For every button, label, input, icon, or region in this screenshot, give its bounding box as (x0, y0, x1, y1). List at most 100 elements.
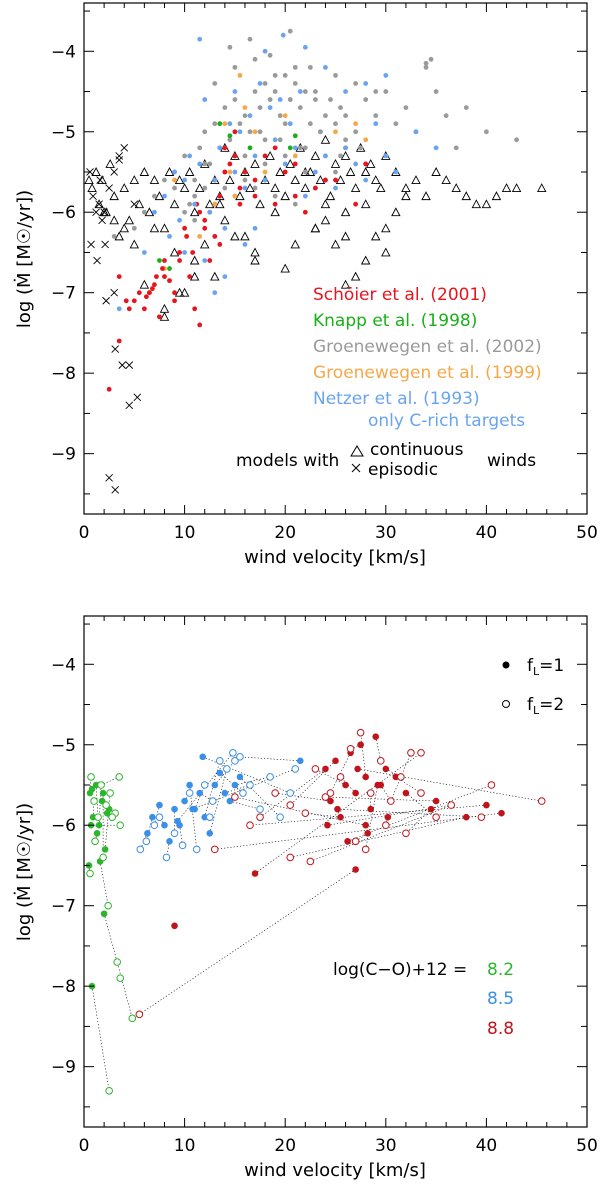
point-groenewegen-et-al-2002 (403, 105, 409, 111)
point-fl2-8-5 (239, 789, 247, 797)
point-groenewegen-et-al-2002 (192, 217, 198, 223)
point-groenewegen-et-al-2002 (237, 121, 243, 127)
point-groenewegen-et-al-2002 (292, 81, 298, 86)
point-groenewegen-et-al-2002 (192, 193, 198, 199)
point-model-continuous (481, 199, 492, 209)
point-knapp-et-al-1998 (217, 121, 223, 127)
point-model-continuous (310, 223, 321, 233)
connector-line-8-5 (194, 784, 205, 810)
point-groenewegen-et-al-2002 (358, 145, 364, 151)
point-model-continuous (189, 255, 200, 265)
point-sch-ier-et-al-2001 (312, 185, 318, 191)
point-model-continuous (501, 183, 512, 193)
point-fl2-8-8 (311, 765, 320, 773)
point-model-continuous (280, 263, 290, 273)
point-model-episodic (118, 361, 127, 369)
point-fl1-8-8 (367, 805, 375, 813)
point-groenewegen-et-al-2002 (277, 137, 283, 143)
point-model-continuous (255, 199, 265, 209)
top-panel-x-tick-label: 20 (274, 523, 296, 543)
bottom-panel-y-axis-label: log (Ṁ [M☉/yr]) (14, 803, 35, 941)
point-model-continuous (381, 247, 391, 257)
point-fl1-8-5 (221, 789, 229, 797)
point-fl2-8-5 (229, 749, 237, 757)
point-netzer-et-al-1993 (212, 290, 218, 296)
point-groenewegen-et-al-2002 (277, 113, 283, 119)
point-fl1-8-8 (352, 789, 359, 797)
point-fl1-8-8 (357, 741, 364, 749)
point-sch-ier-et-al-2001 (141, 306, 147, 312)
connector-line-8-5 (209, 768, 228, 834)
point-netzer-et-al-1993 (232, 89, 238, 94)
point-groenewegen-et-al-2002 (212, 81, 218, 86)
point-fl2-8-2 (116, 974, 125, 982)
point-model-continuous (310, 150, 321, 160)
point-fl1-8-8 (362, 773, 369, 781)
connector-line-8-5 (192, 768, 296, 810)
point-fl2-8-2 (116, 821, 125, 830)
connector-line-8-8 (330, 752, 351, 794)
point-fl1-8-5 (181, 797, 188, 805)
point-fl2-8-8 (286, 801, 295, 809)
point-model-episodic (105, 184, 113, 192)
point-model-episodic (110, 168, 118, 176)
point-model-continuous (370, 231, 381, 241)
top-panel-y-tick-label: −6 (51, 203, 76, 223)
point-groenewegen-et-al-2002 (232, 64, 238, 70)
point-sch-ier-et-al-2001 (282, 169, 288, 175)
point-netzer-et-al-1993 (383, 73, 389, 78)
point-groenewegen-et-al-2002 (302, 145, 308, 151)
point-model-episodic (110, 288, 118, 297)
point-model-continuous (215, 199, 225, 209)
bottom-panel-y-tick-label: −5 (51, 736, 76, 756)
point-netzer-et-al-1993 (433, 145, 439, 151)
point-fl2-8-8 (321, 793, 330, 801)
point-fl2-8-5 (286, 789, 295, 797)
point-netzer-et-al-1993 (177, 217, 182, 223)
point-groenewegen-et-al-2002 (192, 177, 198, 183)
point-knapp-et-al-1998 (157, 258, 162, 263)
point-groenewegen-et-al-1999 (227, 169, 233, 175)
point-sch-ier-et-al-2001 (207, 258, 213, 263)
point-sch-ier-et-al-2001 (162, 274, 167, 280)
point-groenewegen-et-al-1999 (252, 129, 258, 135)
point-model-continuous (154, 191, 165, 201)
point-netzer-et-al-1993 (413, 129, 419, 135)
point-model-continuous (401, 191, 411, 201)
point-sch-ier-et-al-2001 (177, 250, 182, 255)
point-sch-ier-et-al-2001 (160, 266, 165, 271)
point-fl1-8-8 (352, 866, 359, 873)
point-sch-ier-et-al-2001 (227, 161, 233, 167)
point-knapp-et-al-1998 (292, 133, 298, 139)
point-sch-ier-et-al-2001 (187, 274, 193, 280)
point-sch-ier-et-al-2001 (184, 233, 190, 239)
point-groenewegen-et-al-2002 (383, 89, 389, 94)
point-model-episodic (115, 152, 124, 160)
point-fl2-8-5 (200, 781, 209, 789)
point-sch-ier-et-al-2001 (212, 233, 218, 239)
point-netzer-et-al-1993 (282, 161, 288, 167)
point-model-continuous (84, 175, 94, 184)
point-model-continuous (149, 175, 160, 184)
point-groenewegen-et-al-2002 (262, 81, 268, 86)
point-fl1-8-8 (498, 809, 505, 817)
point-groenewegen-et-al-2002 (162, 177, 167, 183)
point-netzer-et-al-1993 (237, 129, 243, 135)
point-fl2-8-2 (128, 1014, 137, 1023)
point-netzer-et-al-1993 (343, 89, 348, 94)
point-fl1-8-2 (100, 910, 108, 918)
point-sch-ier-et-al-2001 (202, 217, 208, 223)
point-groenewegen-et-al-2002 (353, 129, 359, 135)
legend-fl2-label: fL=2 (527, 695, 564, 717)
legend-entry-netzer: Netzer et al. (1993) (313, 389, 480, 409)
point-model-continuous (360, 199, 371, 209)
point-fl2-8-8 (417, 749, 425, 757)
point-fl1-8-8 (362, 821, 369, 829)
legend-co-value-8-8: 8.8 (487, 1019, 514, 1039)
point-model-continuous (461, 191, 472, 201)
point-model-continuous (491, 191, 502, 201)
point-groenewegen-et-al-2002 (242, 177, 248, 183)
point-model-continuous (109, 191, 119, 201)
point-fl1-8-5 (199, 753, 207, 761)
point-fl1-8-8 (382, 765, 390, 773)
